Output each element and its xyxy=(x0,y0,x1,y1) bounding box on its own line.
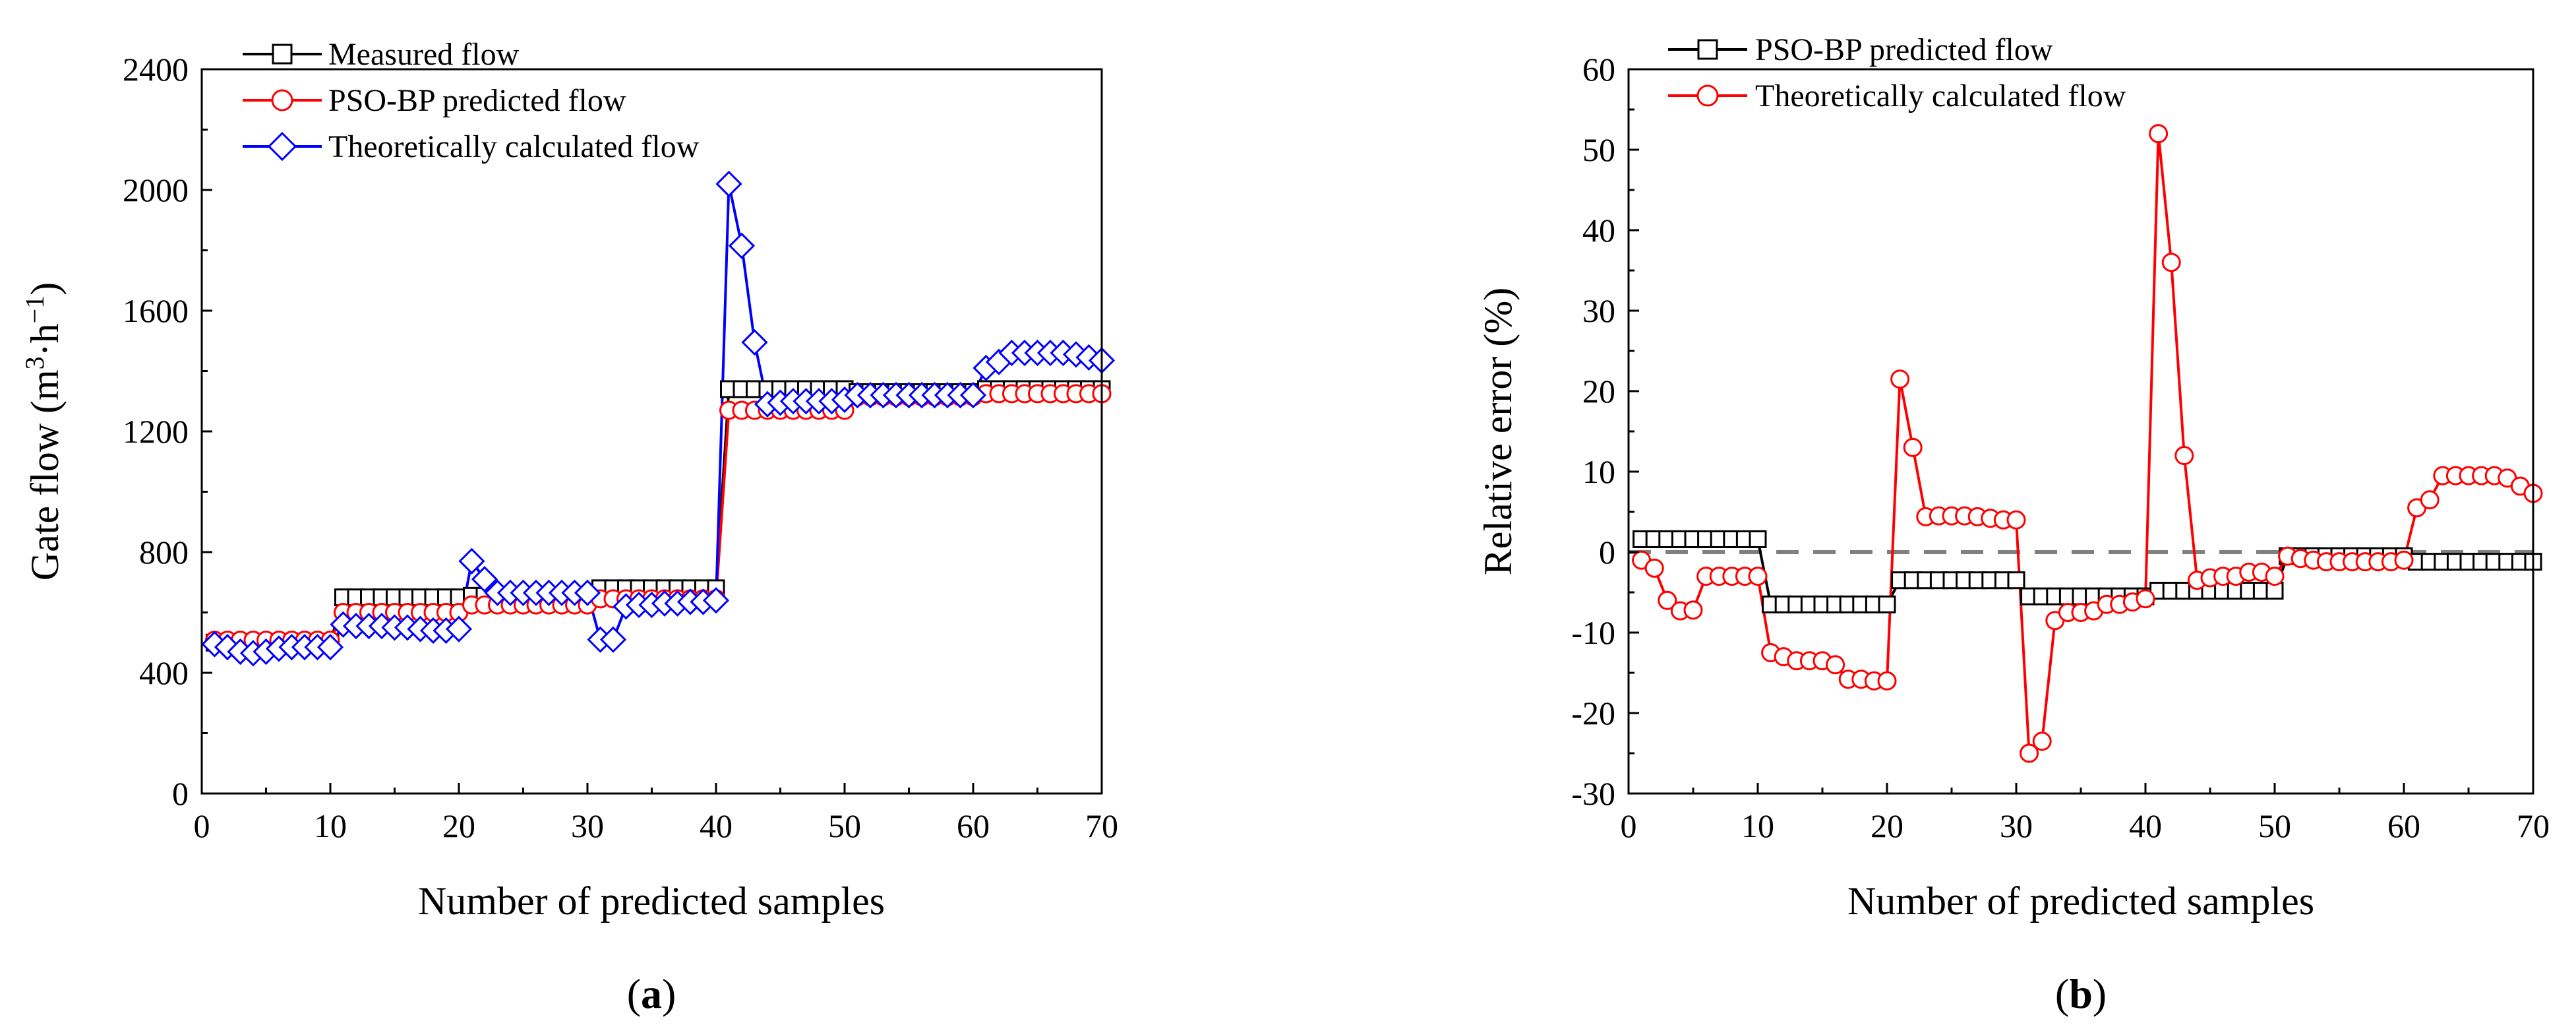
chart-b-frame xyxy=(1627,68,2534,795)
chart-a-xtick-label: 60 xyxy=(957,807,990,844)
chart-b-series-1-point xyxy=(2420,490,2440,510)
chart-b-xlabel: Number of predicted samples xyxy=(1847,879,2314,923)
chart-a-series-2-point xyxy=(458,547,485,575)
chart-b-series-1-point xyxy=(2006,510,2026,530)
chart-a-ylabel: Gate flow (m3·h−1) xyxy=(20,282,67,580)
chart-a-series-2-point xyxy=(574,579,601,606)
chart-b-series-1-point xyxy=(2161,253,2181,272)
chart-a-xtick-label: 40 xyxy=(700,807,733,844)
chart-b-series-1-point xyxy=(1826,655,1845,675)
chart-b-series-1-point xyxy=(2149,124,2169,144)
chart-a-series-2-point xyxy=(316,633,344,661)
legend-a-psobp-label: PSO-BP predicted flow xyxy=(328,83,626,118)
chart-b-plot xyxy=(1629,124,2543,763)
legend-b-psobp-label: PSO-BP predicted flow xyxy=(1755,32,2053,67)
chart-b-ylabel: Relative error (%) xyxy=(1476,288,1520,575)
chart-a-ytick-label: 800 xyxy=(139,534,189,571)
legend-b-theoretical-marker xyxy=(1696,84,1719,107)
legend-a-psobp-marker xyxy=(271,89,293,111)
chart-a-ytick-label: 1600 xyxy=(123,292,189,329)
chart-b-ytick-label: 60 xyxy=(1582,51,1615,88)
chart-b-ytick-label: 20 xyxy=(1582,373,1615,410)
chart-b-xtick-label: 60 xyxy=(2387,807,2420,844)
chart-b-series-1-point xyxy=(1748,567,1768,586)
chart-b-series-1-point xyxy=(1658,590,1677,610)
chart-a-caption: (a) xyxy=(627,970,676,1017)
chart-a-xtick-label: 70 xyxy=(1085,807,1118,844)
chart-b-caption: (b) xyxy=(2055,970,2107,1017)
legend-b-theoretical-label: Theoretically calculated flow xyxy=(1755,78,2126,113)
chart-b-xtick-label: 20 xyxy=(1871,807,1903,844)
chart-a-series-2-point xyxy=(728,232,756,259)
chart-a-ticks: 0 10 20 30 40 50 60 70 0 400 800 1200 1600 2000 2400 xyxy=(123,51,1118,844)
chart-a-series-2-point xyxy=(599,626,627,653)
chart-b-series-1-point xyxy=(1890,369,1910,389)
chart-a-xtick-label: 50 xyxy=(828,807,861,844)
chart-a-ytick-label: 2000 xyxy=(123,172,189,208)
chart-b-series-1-point xyxy=(2032,732,2052,751)
legend-a-measured: Measured flow xyxy=(243,37,520,72)
chart-a-frame xyxy=(200,68,1103,795)
chart-b-legend: PSO-BP predicted flow Theoretically calc… xyxy=(1668,32,2126,113)
chart-a-series-2-point xyxy=(715,170,742,197)
chart-a-ytick-label: 0 xyxy=(172,775,189,812)
chart-b-xtick-label: 30 xyxy=(2000,807,2033,844)
chart-b-series-1-point xyxy=(1644,558,1664,578)
legend-a-measured-marker xyxy=(272,44,293,65)
legend-a-theoretical-label: Theoretically calculated flow xyxy=(328,129,700,164)
chart-a-ytick-label: 2400 xyxy=(123,51,189,88)
chart-b-xtick-label: 50 xyxy=(2258,807,2291,844)
legend-b-theoretical: Theoretically calculated flow xyxy=(1668,78,2126,113)
legend-b-psobp: PSO-BP predicted flow xyxy=(1668,32,2053,67)
legend-a-theoretical: Theoretically calculated flow xyxy=(243,129,700,164)
chart-a-ytick-label: 400 xyxy=(139,654,189,691)
chart-a-series-2-point xyxy=(959,381,987,409)
chart-b-xtick-label: 70 xyxy=(2517,807,2550,844)
legend-a-psobp: PSO-BP predicted flow xyxy=(243,83,626,118)
chart-b-series-1-point xyxy=(2394,550,2414,570)
chart-b-series-1-point xyxy=(2020,743,2039,763)
chart-b-ytick-label: -30 xyxy=(1571,775,1615,812)
chart-b-series-1-point xyxy=(1877,671,1897,691)
chart-a-series-2-point xyxy=(702,587,730,614)
chart-b-ytick-label: 10 xyxy=(1582,453,1615,490)
chart-b-xtick-label: 40 xyxy=(2129,807,2162,844)
chart-a-plot xyxy=(201,170,1116,667)
chart-b-ytick-label: -20 xyxy=(1571,695,1615,732)
chart-b-series-1-point xyxy=(2174,446,2194,466)
chart-b-series-1-point xyxy=(2136,589,2155,609)
chart-a-xlabel: Number of predicted samples xyxy=(418,879,885,923)
chart-a-xtick-label: 0 xyxy=(194,807,210,844)
chart-b-xtick-label: 0 xyxy=(1621,807,1637,844)
panel-a: 0 10 20 30 40 50 60 70 0 400 800 1200 1600 2000 2400 N… xyxy=(20,37,1118,1017)
legend-a-measured-label: Measured flow xyxy=(328,37,520,72)
chart-b-ytick-label: -10 xyxy=(1571,614,1615,651)
chart-a-ytick-label: 1200 xyxy=(123,413,189,450)
chart-b-ytick-label: 0 xyxy=(1599,534,1615,571)
chart-a-legend: Measured flow PSO-BP predicted flow Theo… xyxy=(243,37,700,164)
chart-b-ytick-label: 40 xyxy=(1582,212,1615,249)
chart-b-ticks: 0 10 20 30 40 50 60 70 -30 -20 -10 0 10 20 30 40 50 60 xyxy=(1571,51,2550,844)
chart-b-series-0-point xyxy=(1749,530,1767,548)
chart-b-xtick-label: 10 xyxy=(1741,807,1774,844)
chart-a-series-2-point xyxy=(471,566,498,593)
chart-b-series-0-point xyxy=(2007,571,2025,590)
panel-b: 0 10 20 30 40 50 60 70 -30 -20 -10 0 10 20 30 40 50 60 Nu… xyxy=(1476,32,2550,1017)
chart-a-series-2-point xyxy=(445,615,473,642)
legend-a-theoretical-marker xyxy=(267,131,297,162)
chart-a-series-2-point xyxy=(741,328,768,356)
chart-b-ytick-label: 30 xyxy=(1582,292,1615,329)
chart-b-series-1-point xyxy=(1683,600,1703,620)
chart-a-xtick-label: 30 xyxy=(571,807,604,844)
chart-a-xtick-label: 20 xyxy=(442,807,475,844)
chart-a-xtick-label: 10 xyxy=(314,807,347,844)
legend-b-psobp-marker xyxy=(1697,39,1718,60)
chart-b-ytick-label: 50 xyxy=(1582,131,1615,168)
chart-b-series-1-point xyxy=(2265,567,2285,586)
chart-b-series-0-point xyxy=(1878,595,1896,613)
chart-b-series-1-point xyxy=(1903,437,1923,457)
